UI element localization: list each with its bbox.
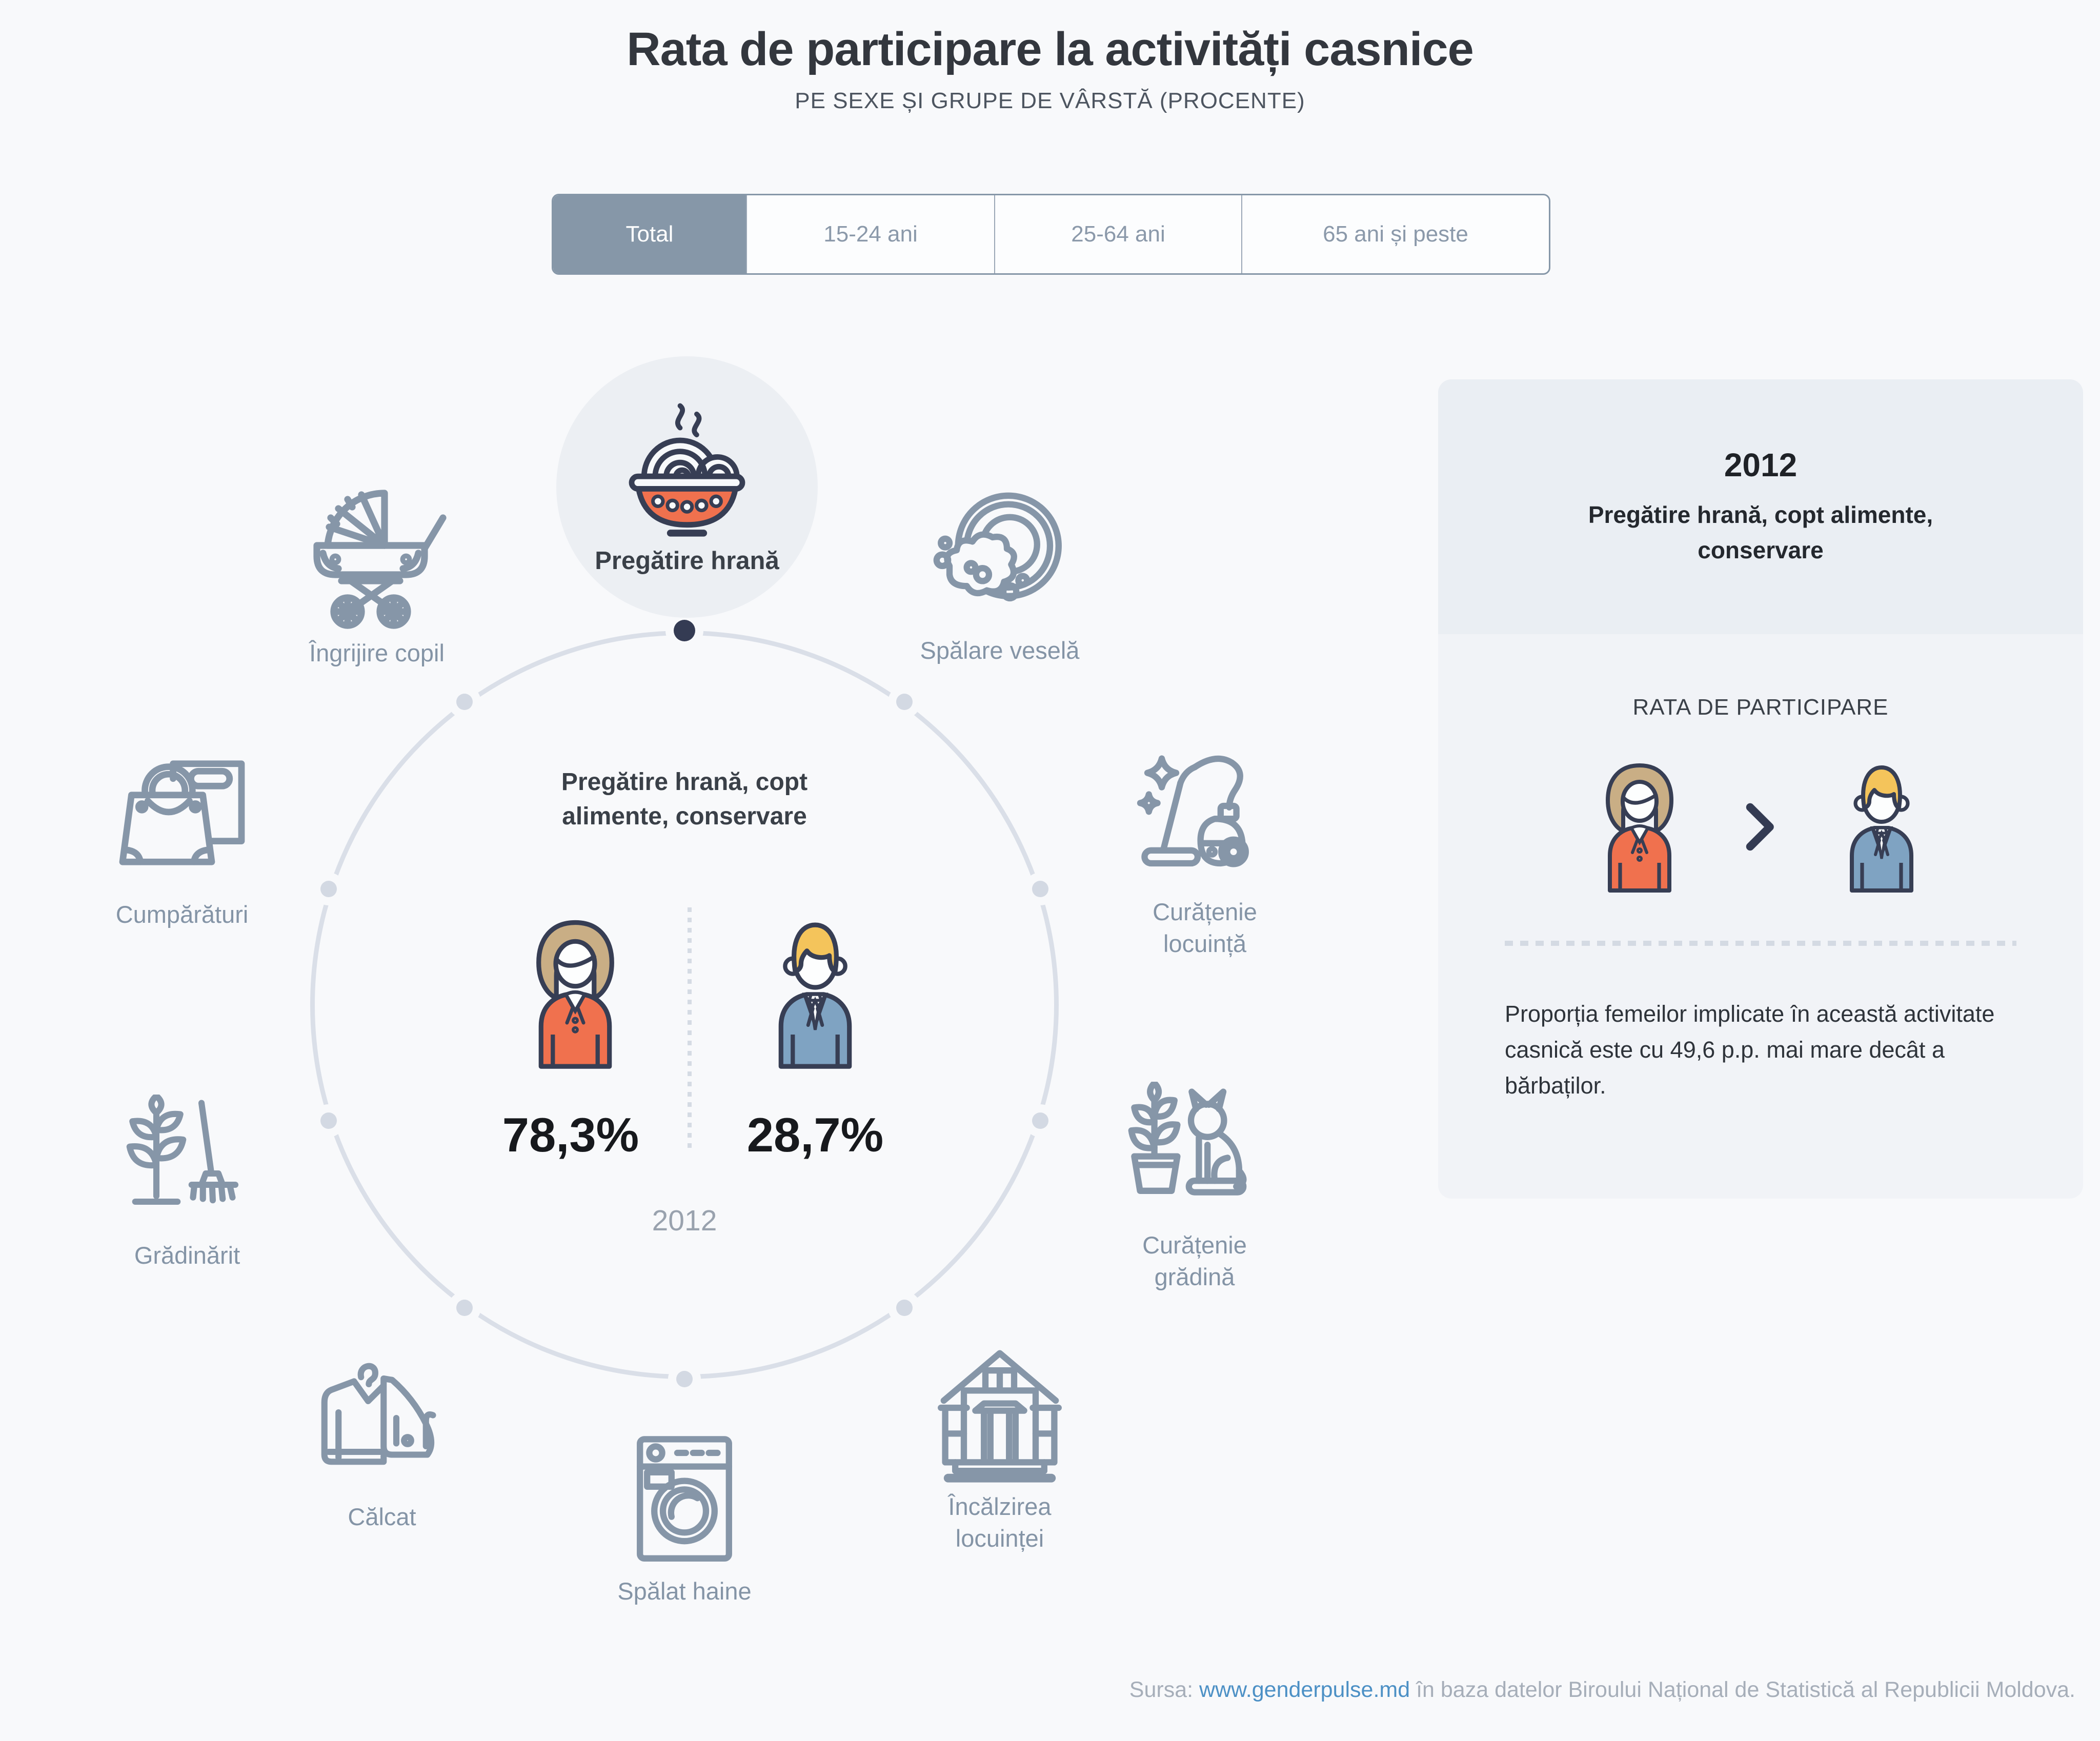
shopping-bags-icon — [108, 746, 256, 895]
ring-dot — [456, 1300, 473, 1316]
activity-label: Pregătire hrană — [595, 547, 779, 575]
activity-label: Spălat haine — [617, 1577, 752, 1605]
house-icon — [928, 1343, 1072, 1487]
man-figure-icon — [756, 917, 874, 1070]
ring-dot-selected — [674, 620, 695, 641]
center-activity-title: Pregătire hrană, copt alimente, conserva… — [561, 768, 808, 831]
center-divider — [688, 907, 692, 1153]
panel-body: RATA DE PARTICIPARE Proporția femeilor i… — [1438, 634, 2083, 1104]
panel-header: 2012 Pregătire hrană, copt alimente, con… — [1438, 379, 2083, 634]
source-suffix: în baza datelor Biroului Național de Sta… — [1410, 1677, 2075, 1702]
panel-year: 2012 — [1724, 446, 1798, 483]
page-subtitle: PE SEXE ȘI GRUPE DE VÂRSTĂ (PROCENTE) — [795, 88, 1305, 113]
tab-total[interactable]: Total — [553, 195, 747, 273]
shirt-iron-icon — [312, 1356, 453, 1497]
activity-spalare-vesela[interactable]: Spălare veselă — [866, 487, 1133, 666]
activity-calcat[interactable]: Călcat — [249, 1356, 515, 1533]
activity-gradinarit[interactable]: Grădinărit — [54, 1095, 320, 1271]
ring-dot — [456, 694, 473, 710]
female-percentage: 78,3% — [502, 1108, 639, 1162]
dashed-divider — [1505, 941, 2016, 946]
activity-label: Cumpărături — [115, 901, 249, 928]
ring-dot — [320, 881, 337, 897]
male-percentage: 28,7% — [746, 1108, 884, 1162]
panel-description: Proporția femeilor implicate în această … — [1505, 1001, 1995, 1099]
activity-label: Grădinărit — [134, 1242, 240, 1269]
man-figure-icon — [1830, 760, 1933, 894]
source-prefix: Sursa: — [1129, 1677, 1200, 1702]
ring-dot — [896, 694, 913, 710]
activity-ring — [310, 631, 1059, 1379]
panel-section-title: RATA DE PARTICIPARE — [1632, 695, 1889, 720]
activity-pregatire-hrana[interactable]: Pregătire hrană — [556, 356, 818, 618]
page-title: Rata de participare la activități casnic… — [627, 23, 1474, 75]
activity-label: Îngrijire copil — [309, 639, 445, 666]
activity-incalzirea-locuintei[interactable]: Încălzirea locuinței — [866, 1343, 1133, 1554]
activity-label: Încălzirea locuinței — [948, 1493, 1052, 1552]
vacuum-cleaner-icon — [1133, 748, 1277, 892]
activity-ingrijire-copil[interactable]: Îngrijire copil — [244, 479, 510, 669]
panel-activity-title: Pregătire hrană, copt alimente, conserva… — [1588, 501, 1933, 563]
washing-machine-icon — [613, 1428, 756, 1571]
tab-15-24[interactable]: 15-24 ani — [747, 195, 995, 273]
potted-plant-cat-icon — [1123, 1082, 1266, 1225]
greater-than-icon — [1745, 802, 1776, 852]
activity-label: Curățenie grădină — [1142, 1231, 1247, 1291]
plant-rake-icon — [117, 1095, 258, 1236]
noodle-bowl-icon — [618, 399, 756, 537]
age-group-tabs: Total 15-24 ani 25-64 ani 65 ani și pest… — [552, 194, 1550, 275]
activity-label: Curățenie locuință — [1153, 898, 1257, 958]
ring-dot — [676, 1371, 693, 1387]
ring-dot — [320, 1112, 337, 1129]
ring-dot — [896, 1300, 913, 1316]
activity-curatenie-locuinta[interactable]: Curățenie locuință — [1072, 748, 1338, 960]
woman-figure-icon — [516, 917, 634, 1070]
activity-label: Spălare veselă — [920, 637, 1080, 664]
ring-dot — [1032, 881, 1048, 897]
source-link[interactable]: www.genderpulse.md — [1199, 1677, 1410, 1702]
tab-25-64[interactable]: 25-64 ani — [995, 195, 1242, 273]
dish-plate-icon — [928, 487, 1072, 631]
activity-cumparaturi[interactable]: Cumpărături — [49, 746, 315, 930]
detail-panel: 2012 Pregătire hrană, copt alimente, con… — [1438, 379, 2083, 1199]
center-year: 2012 — [652, 1204, 717, 1237]
activity-label: Călcat — [348, 1503, 416, 1530]
baby-carriage-icon — [300, 479, 454, 633]
source-note: Sursa: www.genderpulse.md în baza datelo… — [1129, 1677, 2075, 1703]
tab-65-plus[interactable]: 65 ani și peste — [1323, 221, 1468, 247]
gender-comparison — [1588, 760, 1933, 894]
ring-dot — [1032, 1112, 1048, 1129]
woman-figure-icon — [1588, 760, 1691, 894]
activity-curatenie-gradina[interactable]: Curățenie grădină — [1061, 1082, 1328, 1293]
activity-spalat-haine[interactable]: Spălat haine — [551, 1428, 818, 1607]
